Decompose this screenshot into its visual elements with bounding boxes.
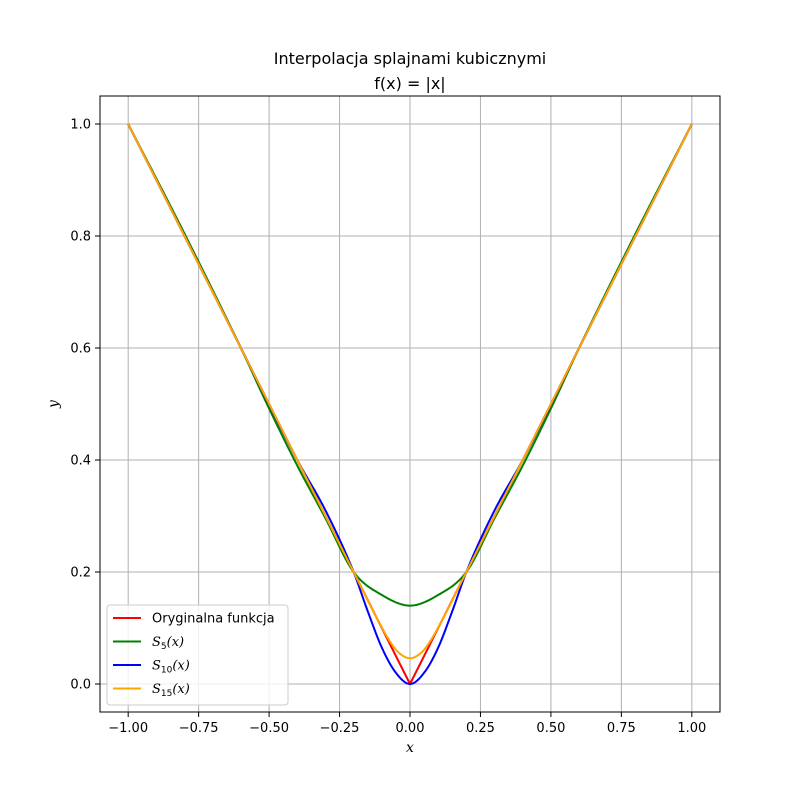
series-line-4 <box>127 123 693 660</box>
ticks: −1.00 −0.75 −0.50 −0.25 0.00 0.25 0.50 0.75 1.00… <box>70 118 706 737</box>
x-tick-label: −0.25 <box>320 721 360 736</box>
x-tick-label: 0.75 <box>607 721 636 736</box>
y-tick-label: 0.0 <box>70 678 91 693</box>
series-line-2 <box>127 123 693 607</box>
legend-label: S5(x) <box>152 635 184 652</box>
y-tick-label: 0.8 <box>70 230 91 245</box>
legend-label: Oryginalna funkcja <box>152 612 275 627</box>
x-tick-label: −1.00 <box>108 721 148 736</box>
chart-title: Interpolacja splajnami kubicznymi <box>274 49 546 68</box>
x-tick-label: 0.00 <box>396 721 425 736</box>
x-axis-label: x <box>406 740 414 756</box>
x-tick-label: −0.75 <box>179 721 219 736</box>
chart-subtitle: f(x) = |x| <box>374 74 445 93</box>
y-tick-label: 0.6 <box>70 342 91 357</box>
legend: Oryginalna funkcja S5(x) S10(x) S15(x) <box>106 604 289 706</box>
y-axis-label: y <box>46 399 62 409</box>
legend-box <box>106 604 289 706</box>
legend-label: S15(x) <box>152 682 190 699</box>
x-tick-label: 0.25 <box>466 721 495 736</box>
legend-label: S10(x) <box>152 659 190 676</box>
y-tick-label: 0.4 <box>70 454 91 469</box>
x-tick-label: −0.50 <box>249 721 289 736</box>
x-tick-label: 0.50 <box>536 721 565 736</box>
y-tick-label: 1.0 <box>70 118 91 133</box>
y-tick-label: 0.2 <box>70 566 91 581</box>
x-tick-label: 1.00 <box>677 721 706 736</box>
grid <box>100 96 720 712</box>
series-layer <box>127 123 693 685</box>
